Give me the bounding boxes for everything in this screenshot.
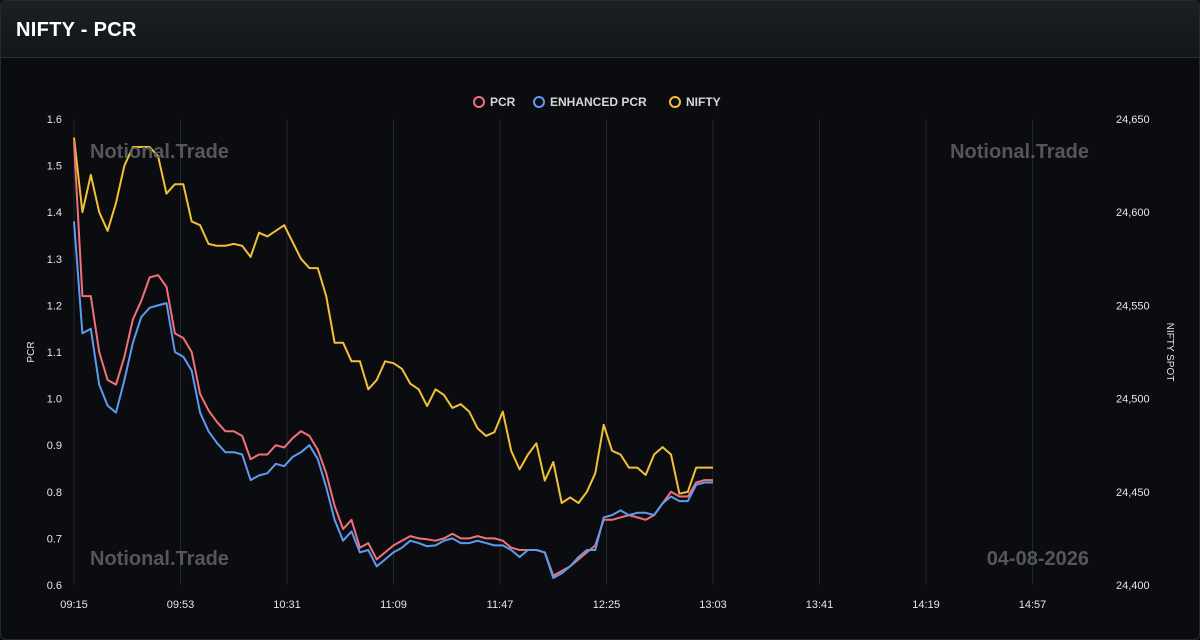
x-tick-label: 12:25: [593, 599, 621, 611]
y-right-tick-label: 24,650: [1116, 114, 1150, 126]
chart-header: NIFTY - PCR: [1, 1, 1199, 58]
series-line-enhanced-pcr[interactable]: [73, 221, 713, 579]
watermark-top-right: Notional.Trade: [950, 141, 1089, 163]
legend-marker-nifty: [669, 96, 681, 108]
x-tick-label: 13:41: [806, 599, 834, 611]
y-right-tick-label: 24,550: [1116, 300, 1150, 312]
page-title: NIFTY - PCR: [16, 19, 137, 41]
legend-item-pcr[interactable]: PCR: [473, 95, 516, 109]
x-tick-label: 09:15: [60, 599, 88, 611]
legend-item-nifty[interactable]: NIFTY: [669, 95, 721, 109]
y-axis-right-title: NIFTY SPOT: [1164, 323, 1175, 382]
y-left-tick-label: 1.0: [47, 394, 62, 406]
y-left-tick-label: 1.1: [47, 347, 62, 359]
y-left-tick-label: 0.7: [47, 533, 62, 545]
y-right-tick-label: 24,600: [1116, 207, 1150, 219]
y-left-tick-label: 1.5: [47, 161, 62, 173]
y-left-tick-label: 1.4: [47, 207, 62, 219]
x-tick-label: 14:57: [1019, 599, 1047, 611]
y-left-tick-label: 1.2: [47, 300, 62, 312]
grid-lines: [73, 119, 1033, 585]
watermark-date: 04-08-2026: [987, 548, 1089, 570]
x-tick-label: 13:03: [699, 599, 727, 611]
y-right-tick-label: 24,400: [1116, 580, 1150, 592]
x-tick-label: 11:47: [487, 599, 514, 611]
series-lines: [73, 137, 713, 579]
legend-label-pcr: PCR: [490, 95, 516, 109]
legend-label-enhanced-pcr: ENHANCED PCR: [550, 95, 647, 109]
series-line-pcr[interactable]: [73, 142, 713, 577]
y-axis-left-title: PCR: [26, 341, 37, 362]
x-tick-label: 09:53: [167, 599, 195, 611]
y-left-tick-label: 0.8: [47, 487, 62, 499]
x-tick-label: 14:19: [912, 599, 940, 611]
x-tick-label: 11:09: [380, 599, 407, 611]
watermark-bottom-left: Notional.Trade: [90, 548, 229, 570]
tick-labels: 09:15 09:53 10:31 11:09 11:47 12:25 13:03 13:41…: [47, 114, 1150, 611]
legend-item-enhanced-pcr[interactable]: ENHANCED PCR: [533, 95, 647, 109]
y-left-tick-label: 1.3: [47, 254, 62, 266]
y-right-tick-label: 24,500: [1116, 394, 1150, 406]
legend: PCR ENHANCED PCR NIFTY: [473, 95, 721, 109]
watermark-top-left: Notional.Trade: [90, 141, 229, 163]
x-tick-label: 10:31: [273, 599, 301, 611]
legend-marker-pcr: [473, 96, 485, 108]
series-line-nifty[interactable]: [73, 137, 713, 504]
y-left-tick-label: 0.6: [47, 580, 62, 592]
legend-marker-enhanced-pcr: [533, 96, 545, 108]
y-right-tick-label: 24,450: [1116, 487, 1150, 499]
y-left-tick-label: 0.9: [47, 440, 62, 452]
y-left-tick-label: 1.6: [47, 114, 62, 126]
legend-label-nifty: NIFTY: [686, 95, 721, 109]
